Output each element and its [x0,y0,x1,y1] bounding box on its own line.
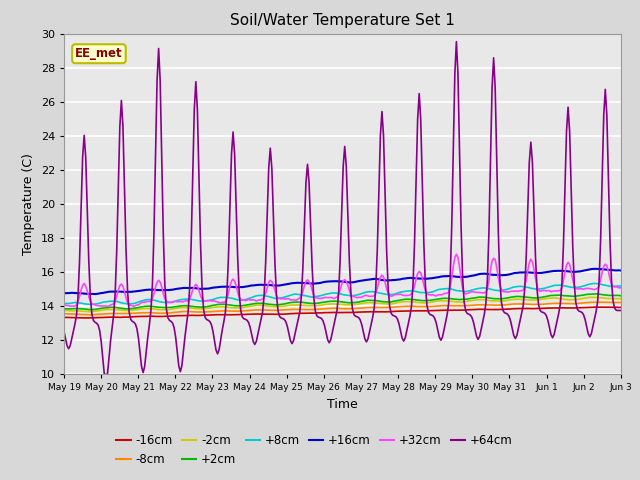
+64cm [589,324,596,329]
Title: Soil/Water Temperature Set 1: Soil/Water Temperature Set 1 [230,13,455,28]
-8cm [617,300,625,305]
+64cm [100,372,108,377]
-16cm [130,314,138,320]
+2cm [588,291,595,297]
Line: +2cm: +2cm [64,294,621,310]
+8cm [88,301,96,307]
+64cm [255,324,263,330]
+32cm [617,285,625,291]
Line: +16cm: +16cm [64,269,621,294]
+8cm [255,292,263,298]
-2cm [588,295,595,300]
-16cm [228,312,236,318]
-8cm [86,312,94,318]
+2cm [130,305,138,311]
+8cm [617,283,625,289]
-2cm [246,303,254,309]
+32cm [60,303,68,309]
+32cm [246,297,254,303]
+8cm [228,295,236,301]
+16cm [255,282,263,288]
+16cm [91,291,99,297]
-16cm [246,311,254,317]
Line: -8cm: -8cm [64,302,621,315]
+8cm [60,301,68,307]
+64cm [452,39,460,45]
+8cm [305,294,313,300]
Line: -2cm: -2cm [64,297,621,312]
+64cm [60,329,68,335]
+8cm [246,295,254,301]
-8cm [228,308,236,314]
-8cm [305,307,313,312]
-8cm [130,311,138,316]
+16cm [246,283,254,288]
-2cm [305,303,313,309]
-2cm [255,302,263,308]
+16cm [617,268,625,274]
+32cm [452,252,460,257]
-8cm [255,307,263,313]
+32cm [305,279,313,285]
Legend: -16cm, -8cm, -2cm, +2cm, +8cm, +16cm, +32cm, +64cm: -16cm, -8cm, -2cm, +2cm, +8cm, +16cm, +3… [112,430,517,471]
-2cm [60,308,68,313]
Line: +8cm: +8cm [64,284,621,304]
-16cm [255,311,263,317]
+16cm [594,266,602,272]
+2cm [255,300,263,306]
+2cm [88,307,96,312]
X-axis label: Time: Time [327,398,358,411]
+8cm [588,281,595,287]
-2cm [617,296,625,301]
+64cm [617,308,625,313]
-16cm [81,315,88,321]
-16cm [592,304,600,310]
+32cm [104,303,111,309]
+16cm [305,280,313,286]
+2cm [246,301,254,307]
+2cm [594,291,602,297]
-2cm [228,305,236,311]
+16cm [130,288,138,294]
-2cm [589,294,596,300]
-2cm [86,309,94,315]
+2cm [228,302,236,308]
+64cm [246,324,254,330]
Line: +32cm: +32cm [64,254,621,306]
-8cm [246,308,254,313]
+32cm [130,303,138,309]
-8cm [595,300,603,305]
-8cm [60,311,68,317]
-16cm [305,310,313,316]
+32cm [255,297,263,303]
Y-axis label: Temperature (C): Temperature (C) [22,153,35,255]
+64cm [130,319,138,325]
+16cm [228,284,236,290]
+8cm [592,281,600,287]
+2cm [617,293,625,299]
-16cm [617,304,625,310]
+32cm [589,287,596,292]
+16cm [588,266,595,272]
+32cm [228,278,236,284]
Line: -16cm: -16cm [64,307,621,318]
+16cm [60,290,68,296]
-8cm [588,300,595,305]
+2cm [305,300,313,306]
+64cm [305,180,313,185]
+64cm [228,151,236,157]
Line: +64cm: +64cm [64,42,621,374]
Text: EE_met: EE_met [75,47,123,60]
-16cm [60,314,68,320]
-16cm [588,304,595,310]
-2cm [130,307,138,313]
+8cm [130,300,138,306]
+2cm [60,306,68,312]
